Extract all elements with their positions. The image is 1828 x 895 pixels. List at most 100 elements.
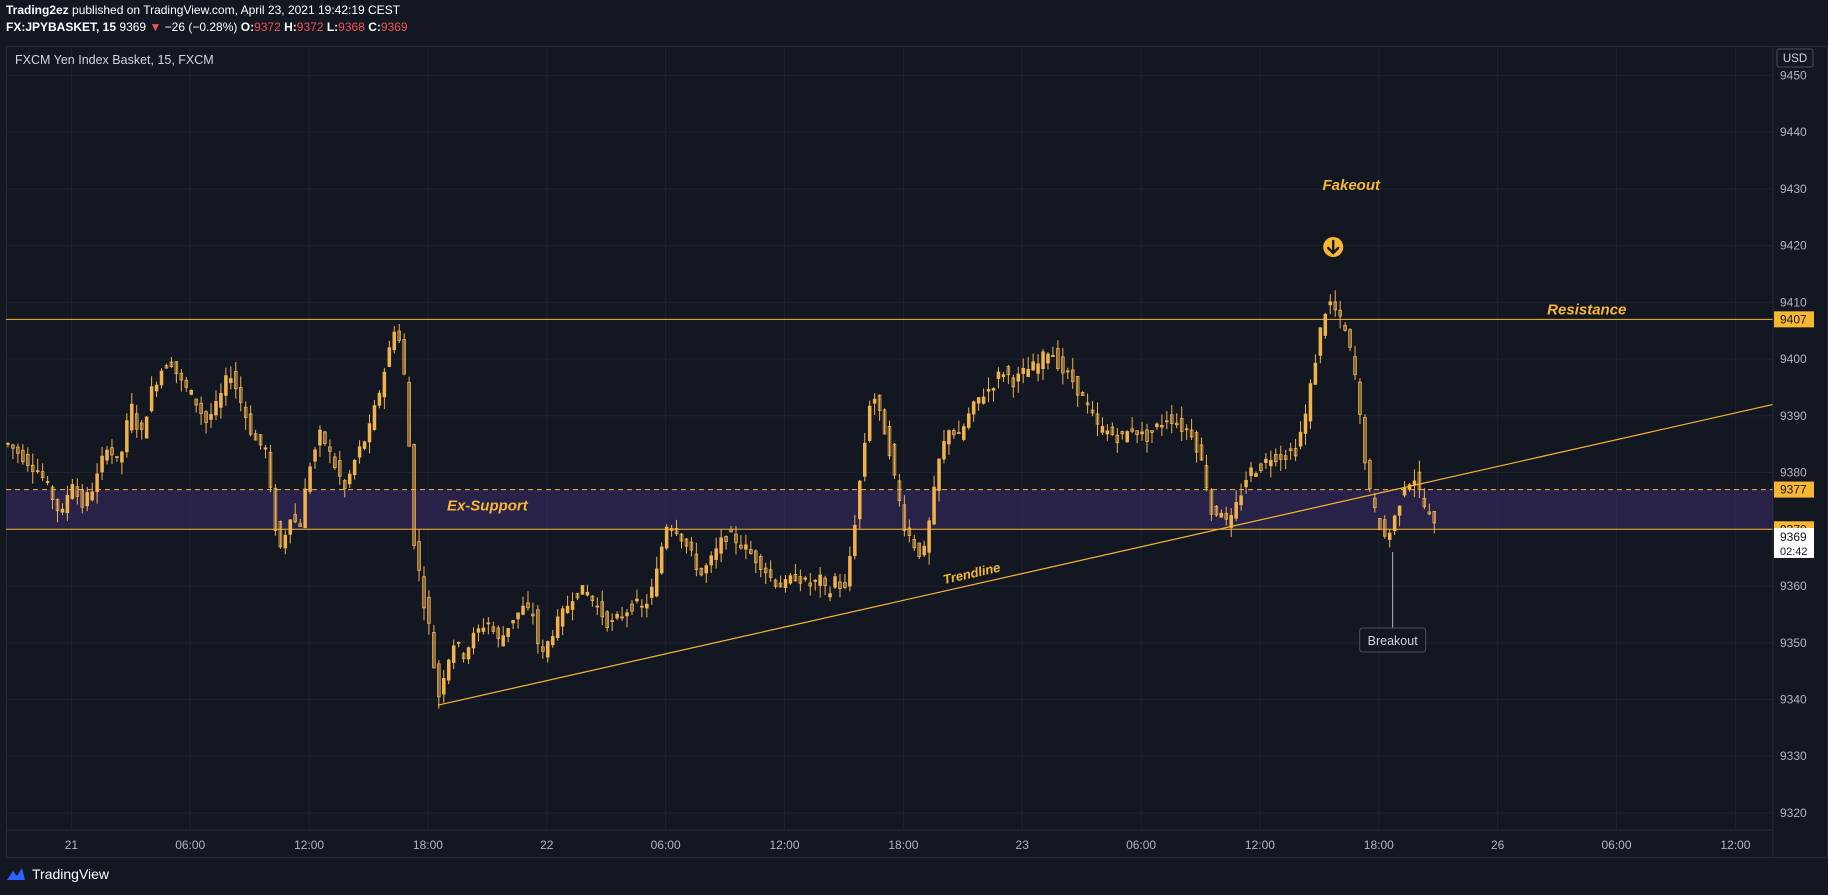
candle [437,660,441,709]
candle [1392,514,1397,536]
candle [298,518,302,527]
currency-box[interactable] [1776,48,1814,68]
author-name[interactable]: Trading2ez [6,3,69,17]
breakout-callout-box[interactable] [1359,627,1427,653]
candle [516,612,520,629]
trendline-label[interactable]: Trendline [942,560,1002,587]
candle [734,525,738,555]
candle-series [6,290,1437,709]
candle [1179,406,1184,441]
trendline[interactable] [437,403,1774,706]
time-tick-label: 12:00 [1245,838,1275,852]
candle [605,610,609,632]
candle [144,416,149,439]
candle [858,479,862,529]
candle [872,393,877,415]
candle [115,456,119,462]
candle [877,394,882,421]
candle [506,628,510,643]
candle [1382,515,1387,539]
candle [1427,503,1432,516]
candle [1358,378,1362,425]
candle [719,528,723,563]
price-tick-label: 9400 [1780,352,1807,366]
ex-support-label[interactable]: Ex-Support [447,498,529,515]
candle [966,407,971,430]
candle [268,444,273,493]
candle [1234,490,1238,522]
candle [942,429,946,464]
candle [209,403,213,428]
candle [892,443,897,479]
candle [798,569,803,592]
time-tick-label: 06:00 [651,838,681,852]
price-tick-label: 9320 [1780,806,1807,820]
resistance-label[interactable]: Resistance [1547,301,1626,318]
candle [1155,422,1159,430]
zone-top-tag [1774,481,1814,498]
open-value: 9372 [254,20,281,34]
candle [224,367,228,406]
candle [446,658,451,685]
breakout-label[interactable]: Breakout [1368,634,1419,648]
candle [1061,347,1065,385]
candle [937,458,941,502]
candle [110,439,114,465]
candle [1125,430,1129,443]
candle [318,425,322,457]
close-value: 9369 [380,20,408,34]
time-tick-label: 18:00 [888,838,918,852]
price-axis[interactable]: USD 9450 9440 9430 9420 9410 9400 9390 9380 9360 9… [1776,48,1814,820]
candle [1189,418,1194,440]
candle [1036,354,1040,382]
candle [689,537,694,557]
candle [1184,424,1189,440]
candle [1051,346,1055,358]
candle [590,595,595,607]
arrow-down-circle-icon[interactable] [1323,237,1344,257]
candle [35,458,40,474]
candle [481,618,486,635]
candle [130,393,134,434]
candle [511,620,515,630]
candle [184,376,189,392]
candle [26,447,30,472]
candle [402,333,406,376]
candle [996,367,1001,389]
fakeout-label[interactable]: Fakeout [1322,177,1381,194]
candle [828,586,832,602]
candle [1328,294,1333,315]
candle [338,450,342,486]
candle [1214,505,1219,517]
candle [1308,379,1313,429]
candle [1219,509,1224,518]
tradingview-brand[interactable]: TradingView [6,866,109,882]
candle [853,514,857,560]
candle [139,420,144,440]
candle [476,624,481,642]
candle [1194,430,1199,463]
candle [610,613,614,632]
candle [1140,421,1144,441]
candle [1204,454,1209,492]
candle [600,590,605,626]
publish-line: Trading2ez published on TradingView.com,… [6,2,408,19]
candle [1160,414,1164,436]
candle [709,551,713,574]
candle [105,446,109,465]
candle [1100,417,1105,435]
candle [134,404,139,438]
candle [1070,358,1075,389]
candle [248,405,253,437]
price-tick-label: 9380 [1780,466,1807,480]
candle [531,602,535,625]
time-tick-label: 23 [1016,838,1030,852]
candle [650,578,654,605]
candle [258,434,263,450]
candle [238,376,243,412]
ex-support-zone[interactable] [6,489,1773,530]
candle [991,387,996,402]
time-axis[interactable]: 21 06:00 12:00 18:00 22 06:00 12:00 18:00 23 06:0… [65,838,1751,852]
candle [1130,417,1134,434]
